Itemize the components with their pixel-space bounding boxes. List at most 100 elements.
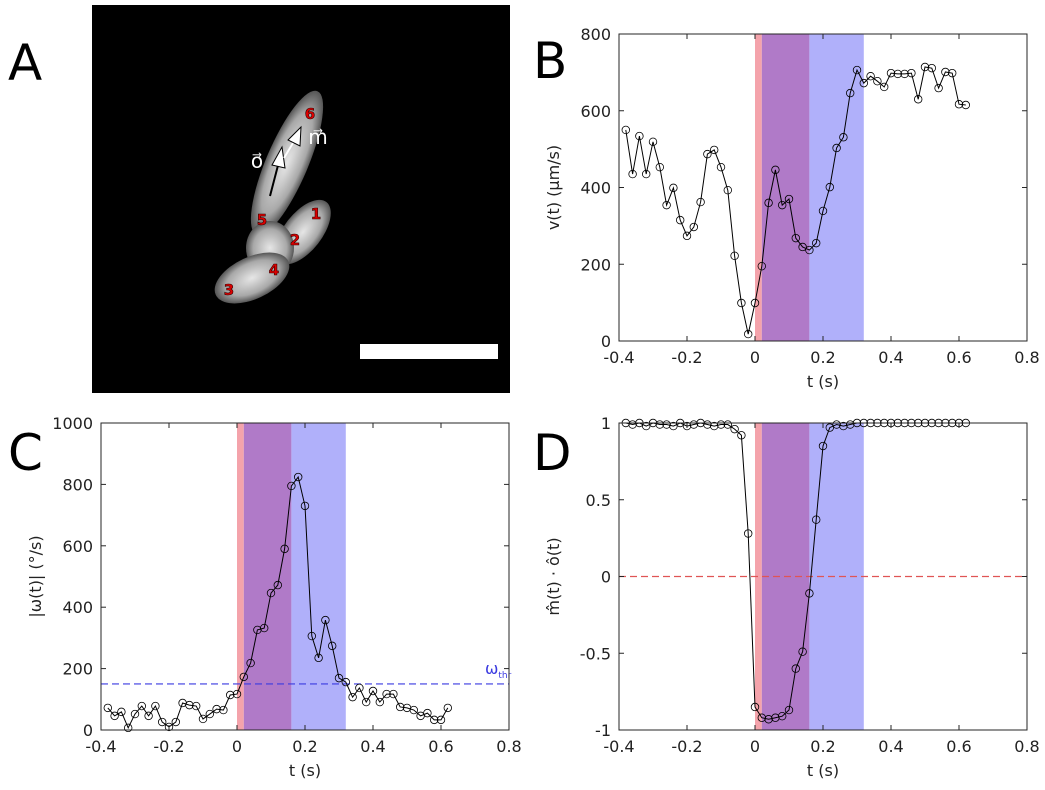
data-point [744, 329, 753, 339]
x-tick-label: -0.4 [603, 737, 634, 756]
data-point [866, 72, 875, 81]
data-point [757, 261, 766, 271]
data-point [191, 701, 201, 711]
data-point [818, 441, 828, 451]
x-tick-label: 0.2 [810, 348, 835, 367]
data-point [716, 162, 726, 172]
data-point [430, 715, 439, 725]
data-line [107, 475, 449, 730]
data-point [798, 647, 807, 656]
x-tick-label: 0.6 [946, 348, 971, 367]
data-point [110, 711, 119, 721]
chart: -0.4 -0.2 0 0.2 0.4 0.6 0.8 0 200 400 600 800 t (s) v… [544, 25, 1040, 391]
data-point [239, 672, 248, 682]
data-point [171, 717, 180, 727]
data-point [409, 705, 418, 715]
data-point [798, 242, 807, 252]
reference-label: ωthr [485, 659, 512, 681]
data-point [805, 245, 814, 255]
x-tick-label: 0.4 [360, 737, 385, 756]
data-point [771, 165, 780, 175]
data-point [300, 501, 310, 511]
data-point [321, 615, 330, 625]
highlight-span [755, 423, 762, 730]
data-point [117, 707, 126, 717]
data-point [436, 715, 446, 725]
data-point [382, 689, 391, 699]
data-point [710, 145, 719, 155]
data-point [737, 298, 746, 308]
cell [214, 252, 290, 304]
arrow-head [287, 125, 302, 147]
data-point [954, 100, 964, 109]
data-point [642, 169, 651, 179]
chart: -0.4 -0.2 0 0.2 0.4 0.6 0.8 -1 -0.5 0 0.5 1 t (s) m̂(… [544, 414, 1040, 780]
reference-label-sub: thr [498, 671, 511, 681]
data-point [368, 686, 378, 696]
y-axis-label: m̂(t) · ô(t) [544, 537, 563, 615]
panel-label: A [8, 34, 42, 92]
data-point [355, 683, 364, 693]
data-point [900, 69, 909, 79]
data-point [825, 423, 834, 432]
data-point [723, 185, 732, 195]
panel-label: D [533, 424, 572, 482]
data-point [198, 714, 208, 724]
data-point [873, 77, 882, 86]
cell-label: 3 [224, 281, 234, 299]
x-tick-label: -0.4 [85, 737, 116, 756]
x-tick-label: 0 [750, 348, 760, 367]
scale-bar [360, 344, 498, 359]
cell [250, 90, 324, 236]
data-point [628, 420, 637, 429]
data-point [757, 713, 766, 722]
y-tick-label: 600 [580, 102, 611, 121]
data-point [778, 711, 787, 721]
data-point [914, 95, 923, 104]
vector-label: m⃗ [308, 125, 327, 149]
data-point [648, 137, 658, 147]
data-point [703, 149, 712, 159]
data-point [934, 83, 943, 93]
data-point [362, 697, 371, 707]
cell-label: 4 [269, 261, 279, 279]
x-tick-label: 0.4 [878, 348, 903, 367]
y-tick-label: 600 [62, 537, 93, 556]
data-point [137, 701, 146, 711]
data-point [232, 689, 242, 699]
data-point [151, 701, 160, 711]
y-tick-label: -1 [595, 721, 611, 740]
y-tick-label: 400 [62, 598, 93, 617]
x-tick-label: 0 [750, 737, 760, 756]
data-point [225, 690, 235, 700]
data-point [273, 580, 282, 590]
data-point [266, 588, 276, 598]
data-point [723, 420, 732, 429]
x-tick-label: 0.4 [878, 737, 903, 756]
vector-label: o⃗ [251, 149, 263, 173]
x-tick-label: -0.2 [671, 348, 702, 367]
data-point [689, 222, 698, 232]
data-point [294, 472, 303, 482]
data-point [941, 67, 950, 77]
data-point [164, 722, 174, 732]
data-point [103, 703, 112, 713]
data-point [730, 251, 739, 261]
data-point [334, 673, 344, 683]
data-point [669, 421, 678, 431]
y-tick-label: 800 [62, 475, 93, 494]
data-point [628, 169, 637, 179]
data-point [846, 420, 855, 429]
cell-label: 6 [305, 105, 315, 123]
y-tick-label: 1 [601, 414, 611, 433]
data-point [839, 421, 848, 431]
data-point [737, 431, 746, 440]
highlight-span [755, 34, 762, 341]
data-point [839, 133, 848, 142]
cell-label: 1 [311, 205, 321, 223]
x-tick-label: 0.6 [946, 737, 971, 756]
data-point [825, 182, 834, 192]
data-point [886, 68, 896, 78]
data-point [423, 708, 432, 718]
x-axis-label: t (s) [807, 372, 839, 391]
